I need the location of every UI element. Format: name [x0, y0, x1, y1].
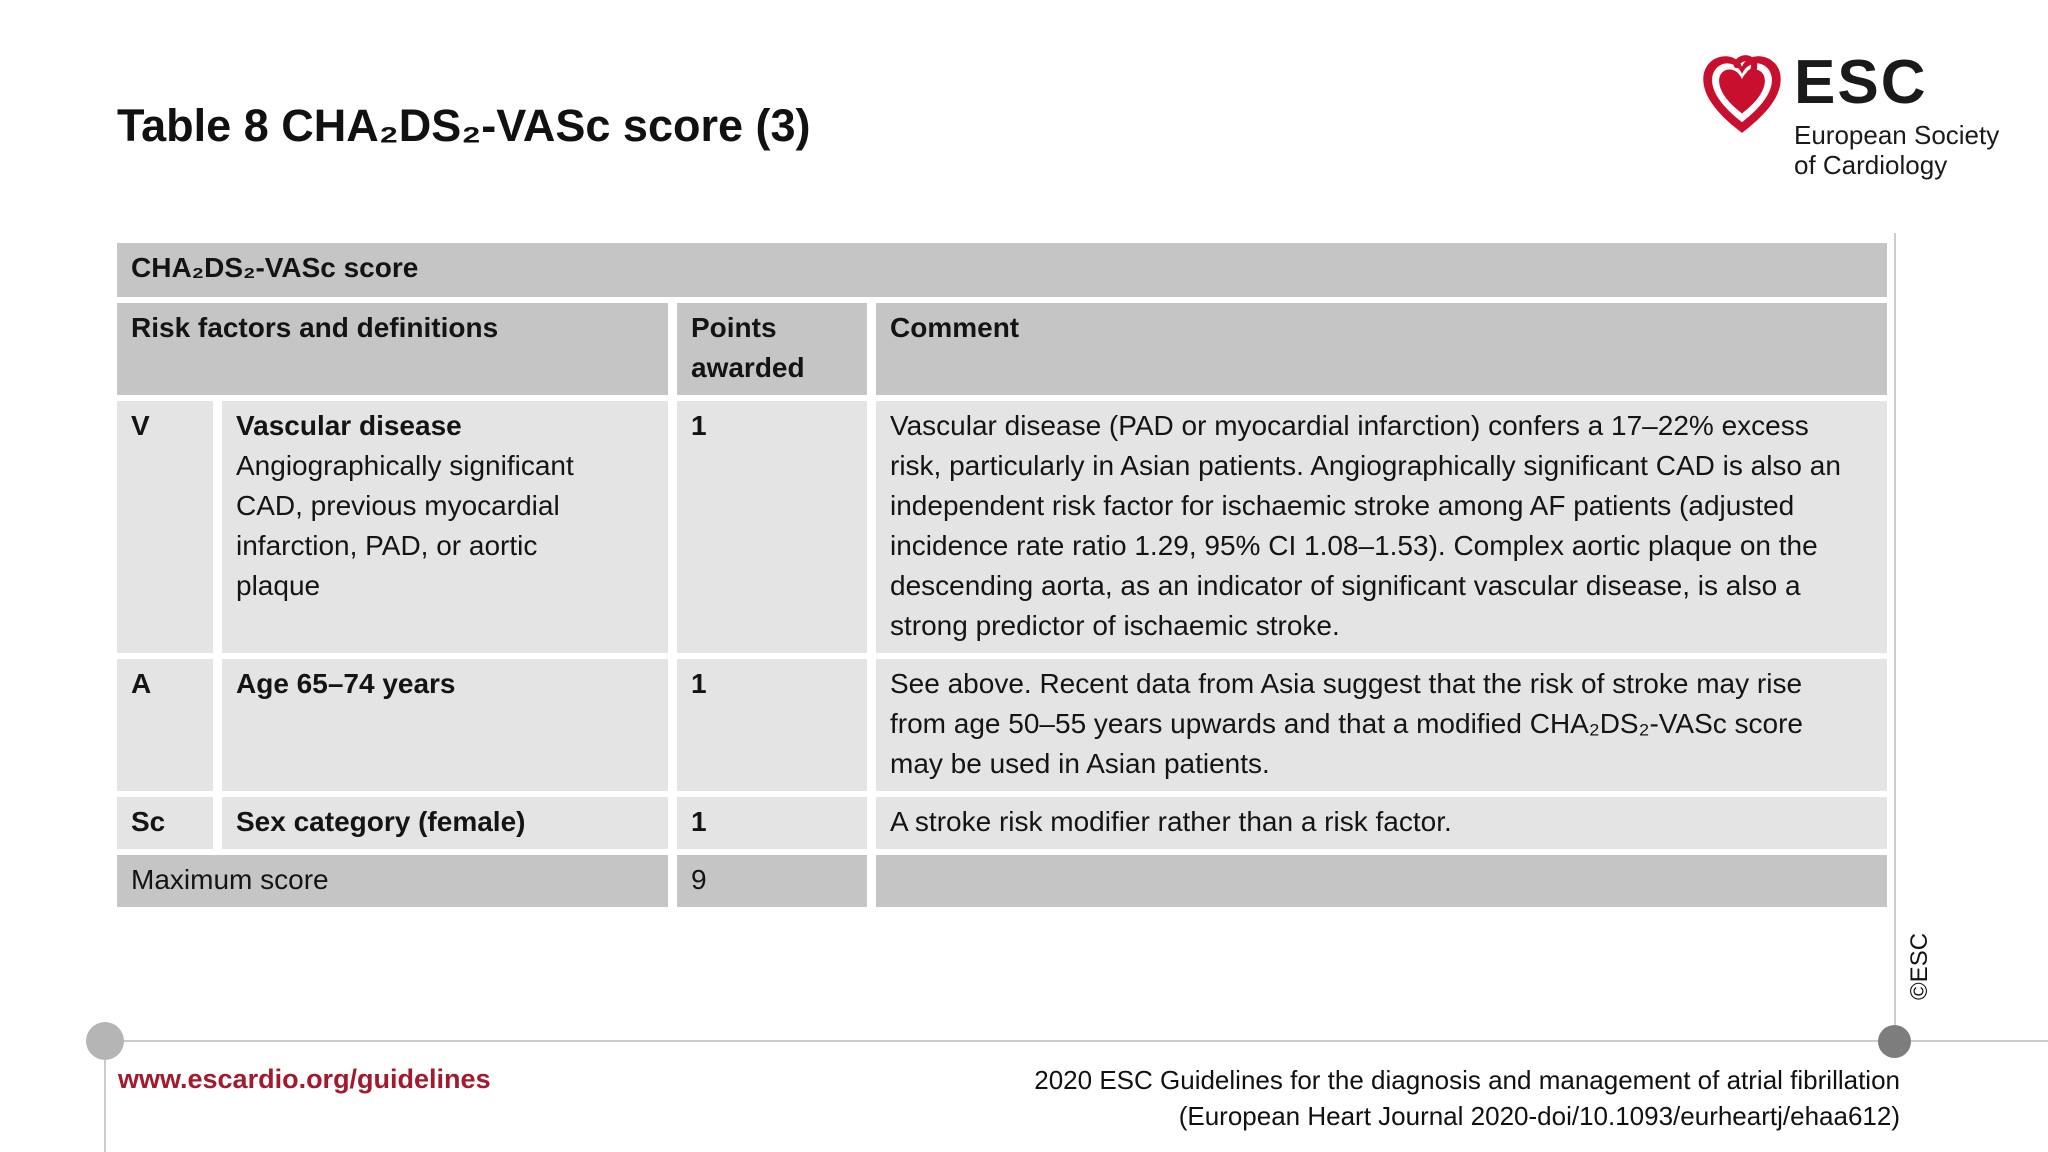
esc-logo-subtitle: European Society of Cardiology [1794, 120, 1999, 180]
table-caption: CHA₂DS₂-VASc score [117, 243, 1887, 297]
max-score-points: 9 [677, 855, 867, 907]
reference-line1: 2020 ESC Guidelines for the diagnosis an… [1034, 1065, 1900, 1095]
reference-citation: 2020 ESC Guidelines for the diagnosis an… [1034, 1062, 1900, 1134]
table-row-sc-points: 1 [677, 797, 867, 849]
table-row-sc-comment: A stroke risk modifier rather than a ris… [876, 797, 1887, 849]
column-header-points: Points awarded [677, 303, 867, 395]
column-header-comment: Comment [876, 303, 1887, 395]
table-row-v-letter: V [117, 401, 213, 653]
esc-logo-acronym: ESC [1794, 48, 1928, 117]
page-title: Table 8 CHA₂DS₂-VASc score (3) [117, 100, 811, 151]
risk-name: Age 65–74 years [236, 668, 456, 699]
right-vertical-rule [1894, 233, 1896, 1042]
footer-left-circle [86, 1022, 124, 1060]
esc-logo-subtitle-line1: European Society [1794, 120, 2000, 150]
score-table: CHA₂DS₂-VASc score Risk factors and defi… [117, 243, 1887, 907]
esc-logo-text: ESC European Society of Cardiology [1794, 48, 1999, 181]
max-score-label: Maximum score [117, 855, 668, 907]
table-row-v-comment: Vascular disease (PAD or myocardial infa… [876, 401, 1887, 653]
risk-definition: Angiographically significant CAD, previo… [236, 450, 574, 601]
table-row-v-risk: Vascular disease Angiographically signif… [222, 401, 668, 653]
footer-right-circle [1878, 1025, 1911, 1058]
copyright-esc-label: ©ESC [1906, 932, 1933, 1000]
footer-horizontal-rule [105, 1040, 2048, 1042]
table-row-v-points: 1 [677, 401, 867, 653]
table-row-a-points: 1 [677, 659, 867, 791]
footer-left-vertical-rule [104, 1041, 106, 1152]
esc-logo-subtitle-line2: of Cardiology [1794, 150, 1948, 180]
table-row-sc-letter: Sc [117, 797, 213, 849]
risk-name: Sex category (female) [236, 806, 526, 837]
table-row-sc-risk: Sex category (female) [222, 797, 668, 849]
reference-line2: (European Heart Journal 2020-doi/10.1093… [1178, 1101, 1900, 1131]
table-row-a-risk: Age 65–74 years [222, 659, 668, 791]
max-score-comment [876, 855, 1887, 907]
column-header-risk: Risk factors and definitions [117, 303, 668, 395]
esc-logo: ESC European Society of Cardiology [1698, 52, 2018, 180]
table-row-a-comment: See above. Recent data from Asia suggest… [876, 659, 1887, 791]
table-row-a-letter: A [117, 659, 213, 791]
esc-heart-icon [1698, 52, 1786, 143]
risk-name: Vascular disease [236, 410, 462, 441]
guidelines-link[interactable]: www.escardio.org/guidelines [118, 1064, 491, 1094]
